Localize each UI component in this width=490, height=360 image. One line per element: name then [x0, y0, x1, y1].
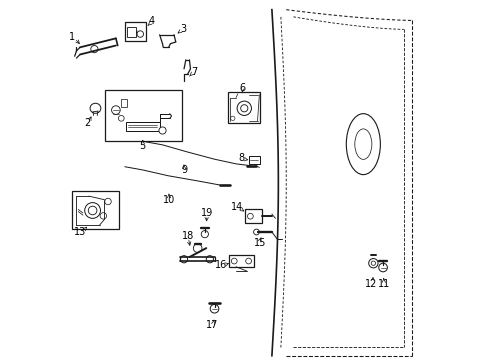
Bar	[127, 27, 136, 37]
Text: 10: 10	[163, 195, 175, 205]
Text: 7: 7	[191, 67, 197, 77]
Circle shape	[85, 203, 100, 219]
Circle shape	[119, 116, 124, 121]
Text: 15: 15	[254, 238, 266, 248]
Circle shape	[379, 263, 388, 272]
Text: 19: 19	[200, 208, 213, 218]
Bar	[125, 22, 146, 41]
Circle shape	[241, 105, 248, 112]
Text: 13: 13	[74, 227, 86, 237]
Circle shape	[371, 261, 375, 265]
Bar	[245, 210, 262, 223]
Text: 1: 1	[69, 32, 75, 41]
Bar	[121, 99, 127, 107]
Text: 4: 4	[148, 17, 155, 27]
Text: 3: 3	[180, 24, 186, 34]
Circle shape	[210, 305, 219, 313]
Text: 9: 9	[181, 165, 187, 175]
Circle shape	[201, 230, 208, 238]
Circle shape	[368, 258, 378, 268]
Circle shape	[105, 198, 111, 205]
Bar	[229, 255, 254, 267]
Ellipse shape	[355, 129, 372, 159]
Text: 12: 12	[365, 279, 377, 289]
Circle shape	[112, 106, 120, 114]
Text: 2: 2	[84, 118, 90, 128]
Text: 5: 5	[140, 141, 146, 151]
Bar	[248, 156, 260, 163]
Text: 8: 8	[238, 153, 244, 163]
Ellipse shape	[90, 103, 101, 113]
Text: 18: 18	[181, 231, 194, 240]
Text: 11: 11	[378, 279, 390, 289]
Ellipse shape	[346, 114, 380, 175]
Text: 17: 17	[206, 320, 218, 330]
Text: 16: 16	[215, 260, 227, 270]
Circle shape	[245, 258, 251, 264]
Circle shape	[137, 31, 144, 37]
Circle shape	[254, 229, 259, 235]
Circle shape	[231, 258, 237, 264]
Text: 14: 14	[231, 202, 243, 212]
Circle shape	[247, 213, 253, 219]
Circle shape	[159, 127, 166, 134]
Circle shape	[91, 45, 98, 53]
Text: 6: 6	[240, 83, 245, 93]
Circle shape	[180, 256, 188, 263]
Bar	[105, 90, 182, 140]
Bar	[228, 92, 260, 123]
Circle shape	[100, 213, 107, 219]
Bar	[72, 191, 119, 229]
Circle shape	[206, 256, 214, 263]
Circle shape	[194, 244, 202, 252]
Circle shape	[231, 116, 235, 121]
Circle shape	[88, 206, 97, 215]
Bar	[126, 122, 160, 131]
Circle shape	[237, 101, 251, 116]
